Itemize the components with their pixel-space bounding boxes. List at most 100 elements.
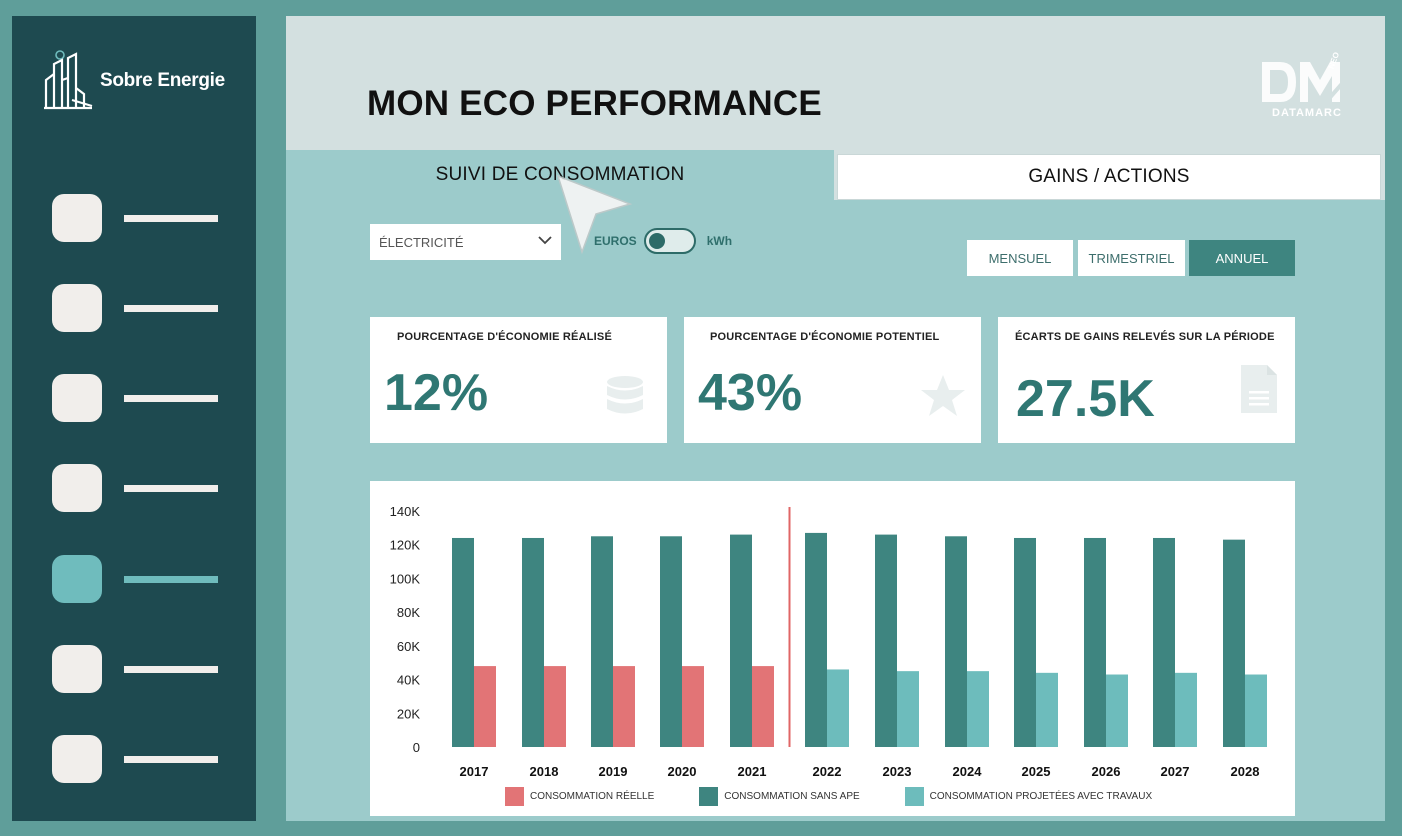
bar-consommation-projetees	[1036, 672, 1058, 747]
tab-label: SUIVI DE CONSOMMATION	[435, 164, 685, 185]
chevron-down-icon	[538, 236, 552, 245]
tab-label: GAINS / ACTIONS	[1028, 166, 1190, 187]
nav-placeholder-bar	[124, 756, 218, 763]
legend-item-sans-ape: CONSOMMATION SANS APE	[699, 787, 860, 806]
kpi-label: POURCENTAGE D'ÉCONOMIE RÉALISÉ	[397, 331, 612, 343]
kpi-value: 27.5K	[1016, 370, 1155, 428]
kpi-label: ÉCARTS DE GAINS RELEVÉS SUR LA PÉRIODE	[1015, 331, 1275, 343]
x-tick-label: 2019	[599, 764, 628, 779]
nav-square-icon	[52, 735, 102, 783]
y-tick-label: 60K	[397, 639, 420, 654]
sidebar-item-2[interactable]	[52, 284, 242, 334]
bar-consommation-sans-ape	[660, 536, 682, 747]
kpi-card-ecarts: ÉCARTS DE GAINS RELEVÉS SUR LA PÉRIODE 2…	[998, 317, 1295, 443]
nav-square-icon	[52, 645, 102, 693]
kpi-card-potentiel: POURCENTAGE D'ÉCONOMIE POTENTIEL 43%	[684, 317, 981, 443]
legend-item-reelle: CONSOMMATION RÉELLE	[505, 787, 654, 806]
y-tick-label: 0	[413, 740, 420, 755]
bar-consommation-reelle	[613, 666, 635, 747]
database-icon	[607, 376, 643, 414]
nav-placeholder-bar	[124, 485, 218, 492]
unit-kwh-label: kWh	[706, 234, 733, 248]
bar-consommation-sans-ape	[875, 534, 897, 747]
sidebar-item-3[interactable]	[52, 374, 242, 424]
bar-consommation-sans-ape	[945, 536, 967, 747]
tab-gains-actions[interactable]: GAINS / ACTIONS	[837, 154, 1381, 200]
kpi-card-realise: POURCENTAGE D'ÉCONOMIE RÉALISÉ 12%	[370, 317, 667, 443]
nav-square-icon	[52, 464, 102, 512]
legend-swatch	[699, 787, 719, 806]
tab-content: ÉLECTRICITÉ EUROS kWh MENSUEL TRIMESTRIE…	[286, 200, 1385, 821]
toggle-knob	[648, 233, 665, 249]
nav-square-icon	[52, 374, 102, 422]
bar-consommation-projetees	[1175, 672, 1197, 747]
page-title: MON ECO PERFORMANCE	[367, 84, 822, 123]
bar-consommation-sans-ape	[1014, 537, 1036, 747]
period-trimestriel-button[interactable]: TRIMESTRIEL	[1078, 240, 1185, 276]
x-tick-label: 2020	[668, 764, 697, 779]
bar-consommation-projetees	[897, 671, 919, 747]
brand: Sobre Energie	[44, 50, 225, 112]
logo-text: DATAMARC	[1272, 107, 1342, 119]
unit-toggle[interactable]	[643, 228, 696, 254]
energy-select-value: ÉLECTRICITÉ	[379, 234, 464, 250]
unit-euros-label: EUROS	[594, 234, 637, 248]
legend-label: CONSOMMATION RÉELLE	[530, 791, 655, 802]
bar-consommation-projetees	[967, 671, 989, 747]
y-tick-label: 40K	[397, 673, 420, 688]
nav-placeholder-bar	[124, 395, 218, 402]
y-tick-label: 120K	[390, 538, 421, 553]
sidebar-item-5-active[interactable]	[52, 555, 242, 605]
bar-consommation-sans-ape	[522, 537, 544, 747]
brand-name: Sobre Energie	[100, 70, 225, 91]
sidebar-item-4[interactable]	[52, 464, 242, 514]
energy-select[interactable]: ÉLECTRICITÉ	[370, 224, 561, 260]
bar-consommation-sans-ape	[1223, 539, 1245, 747]
legend-label: CONSOMMATION SANS APE	[724, 791, 860, 802]
nav-placeholder-bar	[124, 215, 218, 222]
bar-consommation-reelle	[682, 666, 704, 747]
document-icon	[1241, 365, 1277, 413]
sidebar-item-6[interactable]	[52, 645, 242, 695]
bar-consommation-sans-ape	[591, 536, 613, 747]
x-tick-label: 2026	[1092, 764, 1121, 779]
sidebar-item-7[interactable]	[52, 735, 242, 785]
bar-consommation-projetees	[827, 669, 849, 747]
tab-suivi-consommation[interactable]: SUIVI DE CONSOMMATION	[286, 150, 834, 200]
x-tick-label: 2025	[1022, 764, 1051, 779]
x-tick-label: 2021	[738, 764, 767, 779]
main-panel: MON ECO PERFORMANCE NEO DATAMARC SUIVI D…	[286, 16, 1385, 821]
unit-toggle-group: EUROS kWh	[594, 228, 732, 254]
y-tick-label: 20K	[397, 706, 420, 721]
building-logo-icon	[44, 50, 93, 110]
x-tick-label: 2027	[1161, 764, 1190, 779]
bar-consommation-sans-ape	[1153, 537, 1175, 747]
legend-swatch	[505, 787, 524, 806]
bar-consommation-reelle	[752, 666, 774, 747]
pointer-cursor-icon	[556, 174, 633, 255]
kpi-value: 43%	[698, 364, 803, 422]
x-tick-label: 2022	[813, 764, 842, 779]
kpi-value: 12%	[384, 364, 489, 422]
bar-consommation-sans-ape	[730, 534, 752, 747]
nav-square-icon	[52, 284, 102, 332]
x-tick-label: 2017	[460, 764, 489, 779]
bar-consommation-reelle	[544, 666, 566, 747]
y-tick-label: 80K	[397, 605, 420, 620]
nav-placeholder-bar	[124, 305, 218, 312]
period-mensuel-button[interactable]: MENSUEL	[967, 240, 1073, 276]
chart-svg: 0 20K 40K 60K 80K 100K 120K 140K 2017 2018 2019 202…	[390, 504, 1267, 779]
y-tick-label: 100K	[390, 571, 421, 586]
datamarc-logo: NEO DATAMARC	[1256, 50, 1366, 120]
bar-consommation-sans-ape	[452, 537, 474, 747]
legend-label: CONSOMMATION PROJETÉES AVEC TRAVAUX	[929, 791, 1153, 802]
x-tick-label: 2023	[883, 764, 912, 779]
datamarc-logo-icon: NEO DATAMARC	[1262, 51, 1356, 119]
star-icon	[921, 375, 965, 416]
sidebar-item-1[interactable]	[52, 194, 242, 244]
period-annuel-button[interactable]: ANNUEL	[1189, 240, 1295, 276]
chart-legend: CONSOMMATION RÉELLE CONSOMMATION SANS AP…	[505, 787, 1197, 806]
kpi-label: POURCENTAGE D'ÉCONOMIE POTENTIEL	[710, 331, 940, 343]
bar-consommation-projetees	[1245, 674, 1267, 747]
bar-consommation-sans-ape	[805, 532, 827, 747]
